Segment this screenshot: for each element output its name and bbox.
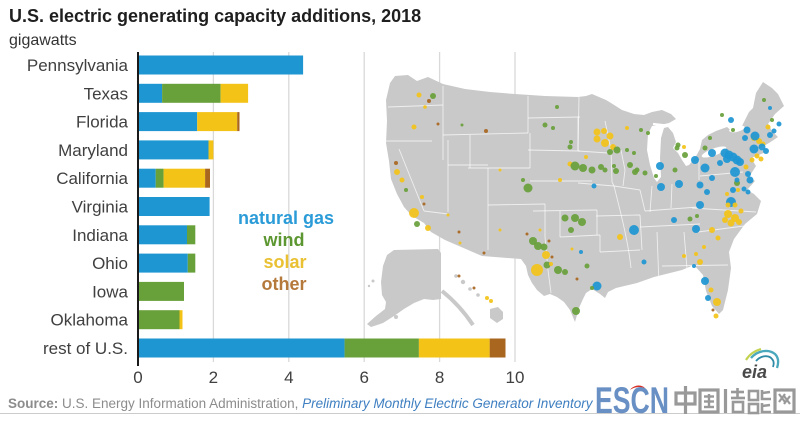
svg-text:eia: eia (742, 362, 767, 382)
svg-text:Indiana: Indiana (72, 226, 128, 245)
svg-text:0: 0 (133, 368, 142, 387)
svg-text:Maryland: Maryland (58, 141, 128, 160)
svg-text:Oklahoma: Oklahoma (51, 311, 129, 330)
svg-text:other: other (262, 274, 307, 294)
svg-text:10: 10 (506, 368, 525, 387)
svg-text:gigawatts: gigawatts (9, 32, 77, 49)
svg-text:rest of U.S.: rest of U.S. (43, 339, 128, 358)
svg-text:2: 2 (209, 368, 218, 387)
svg-text:wind: wind (263, 230, 305, 250)
svg-text:ESCN: ESCN (595, 380, 669, 421)
svg-text:solar: solar (263, 252, 306, 272)
svg-text:natural gas: natural gas (238, 208, 334, 228)
svg-text:Florida: Florida (76, 113, 129, 132)
svg-text:8: 8 (435, 368, 444, 387)
svg-text:Virginia: Virginia (72, 198, 129, 217)
svg-text:U.S. electric generating capac: U.S. electric generating capacity additi… (9, 6, 421, 26)
svg-text:California: California (56, 169, 128, 188)
svg-text:Iowa: Iowa (92, 282, 128, 301)
svg-text:Source: U.S. Energy Informatio: Source: U.S. Energy Information Administ… (8, 396, 594, 411)
svg-text:Texas: Texas (84, 84, 128, 103)
svg-text:4: 4 (284, 368, 293, 387)
svg-text:Ohio: Ohio (92, 254, 128, 273)
svg-text:6: 6 (359, 368, 368, 387)
svg-text:Pennsylvania: Pennsylvania (27, 56, 129, 75)
